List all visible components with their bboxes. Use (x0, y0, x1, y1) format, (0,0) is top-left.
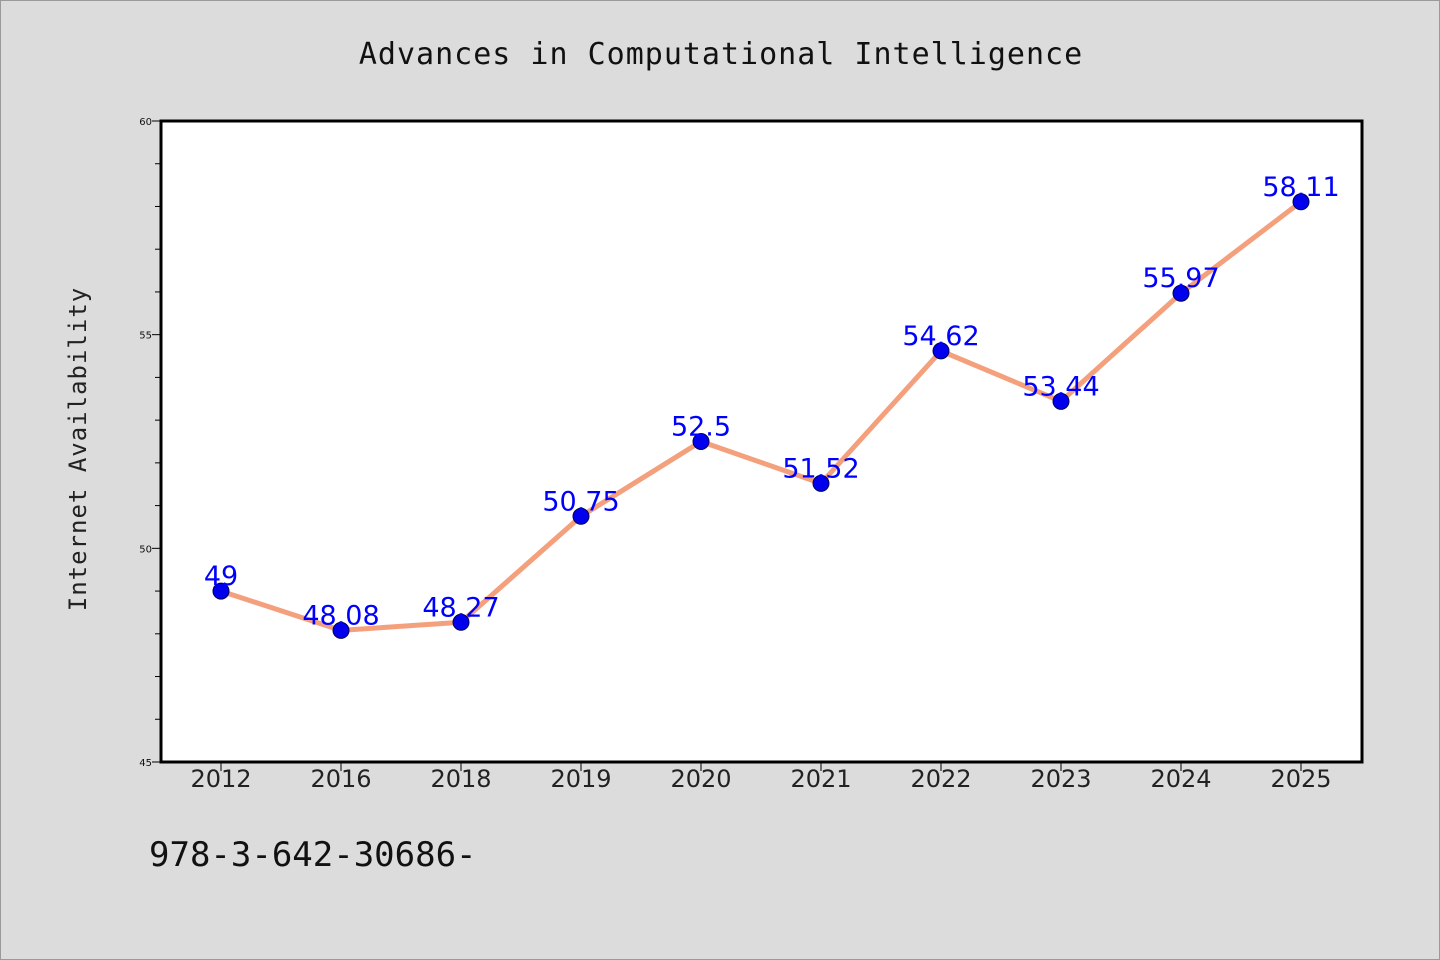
series-line (218, 199, 1304, 633)
data-labels-group: 49 48.08 48.27 50.75 52.5 51.52 54.62 53.44 55.9… (204, 172, 1340, 632)
x-tick-label: 2024 (1150, 765, 1211, 793)
plot-area (159, 119, 1364, 764)
x-tick-label: 2019 (550, 765, 611, 793)
footer-isbn-text: 978-3-642-30686- (149, 835, 477, 875)
y-tick-label: 60 (139, 117, 152, 128)
x-tick-label: 2020 (670, 765, 731, 793)
data-point-label: 48.08 (302, 600, 379, 631)
data-point-label: 55.97 (1142, 263, 1219, 294)
data-point-marker (812, 474, 830, 492)
x-axis-ticks: 2012 2016 2018 2019 2020 2021 2022 2023 2024 2025 (190, 762, 1332, 793)
data-point-marker (572, 507, 590, 525)
data-point-marker (692, 433, 710, 450)
x-tick-label: 2025 (1270, 765, 1331, 793)
x-tick-label: 2021 (790, 765, 851, 793)
data-point-label: 51.52 (782, 453, 859, 484)
series-markers-group (212, 193, 1310, 639)
data-point-label: 58.11 (1262, 172, 1339, 203)
x-tick-label: 2022 (910, 765, 971, 793)
y-axis-label: Internet Availability (64, 287, 92, 611)
chart-title: Advances in Computational Intelligence (359, 37, 1083, 72)
data-point-marker (332, 621, 350, 639)
data-point-label: 54.62 (902, 321, 979, 352)
data-point-marker (452, 613, 470, 631)
x-tick-label: 2018 (430, 765, 491, 793)
data-point-label: 50.75 (542, 486, 619, 517)
y-tick-label: 50 (139, 544, 152, 555)
data-point-label: 48.27 (422, 592, 499, 623)
data-point-marker (1292, 193, 1310, 211)
series-line-group (218, 199, 1304, 633)
data-point-label: 52.5 (671, 412, 731, 443)
data-point-label: 53.44 (1022, 371, 1099, 402)
x-tick-label: 2016 (310, 765, 371, 793)
data-point-label: 49 (204, 561, 238, 592)
x-tick-label: 2012 (190, 765, 251, 793)
y-tick-label: 55 (139, 331, 152, 342)
x-tick-label: 2023 (1030, 765, 1091, 793)
data-point-marker (1172, 284, 1190, 302)
y-axis-ticks: 45 50 55 60 (139, 117, 161, 769)
y-tick-label: 45 (139, 758, 152, 769)
data-point-marker (212, 582, 230, 600)
data-point-marker (932, 342, 950, 360)
data-point-marker (1052, 392, 1070, 410)
